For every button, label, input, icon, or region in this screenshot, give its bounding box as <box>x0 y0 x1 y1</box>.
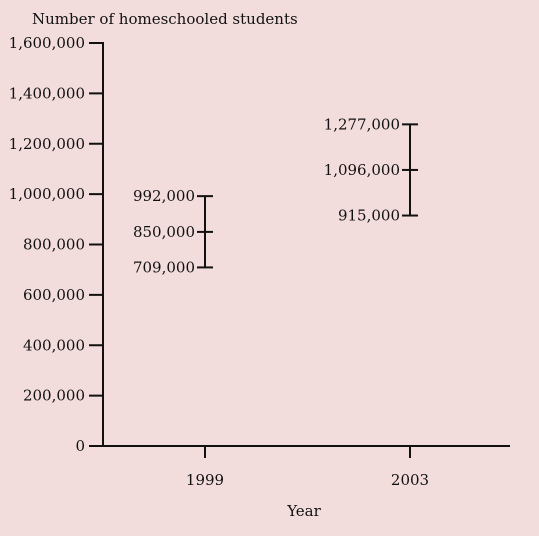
y-tick-label: 1,000,000 <box>9 185 85 203</box>
y-tick-label: 1,400,000 <box>9 84 85 102</box>
y-tick-label: 400,000 <box>23 336 85 354</box>
range-estimate-label: 850,000 <box>133 223 195 241</box>
y-tick-label: 1,600,000 <box>9 34 85 52</box>
x-tick-label: 2003 <box>391 471 429 489</box>
x-axis-title: Year <box>286 502 321 520</box>
y-axis-ticks: 0 200,000 400,000 600,000 800,000 1,000,000 1,… <box>9 34 103 455</box>
range-bars: 992,000 850,000 709,000 1,277,000 1,096,000 9… <box>133 115 418 276</box>
x-axis-ticks: 1999 2003 <box>186 446 429 489</box>
range-low-label: 915,000 <box>338 207 400 225</box>
y-axis-title: Number of homeschooled students <box>32 10 298 28</box>
y-tick-label: 600,000 <box>23 286 85 304</box>
y-tick-label: 0 <box>75 437 85 455</box>
range-estimate-label: 1,096,000 <box>324 161 400 179</box>
range-high-label: 1,277,000 <box>324 115 400 133</box>
y-tick-label: 1,200,000 <box>9 135 85 153</box>
y-tick-label: 200,000 <box>23 387 85 405</box>
range-high-label: 992,000 <box>133 187 195 205</box>
y-tick-label: 800,000 <box>23 236 85 254</box>
range-low-label: 709,000 <box>133 258 195 276</box>
x-tick-label: 1999 <box>186 471 224 489</box>
